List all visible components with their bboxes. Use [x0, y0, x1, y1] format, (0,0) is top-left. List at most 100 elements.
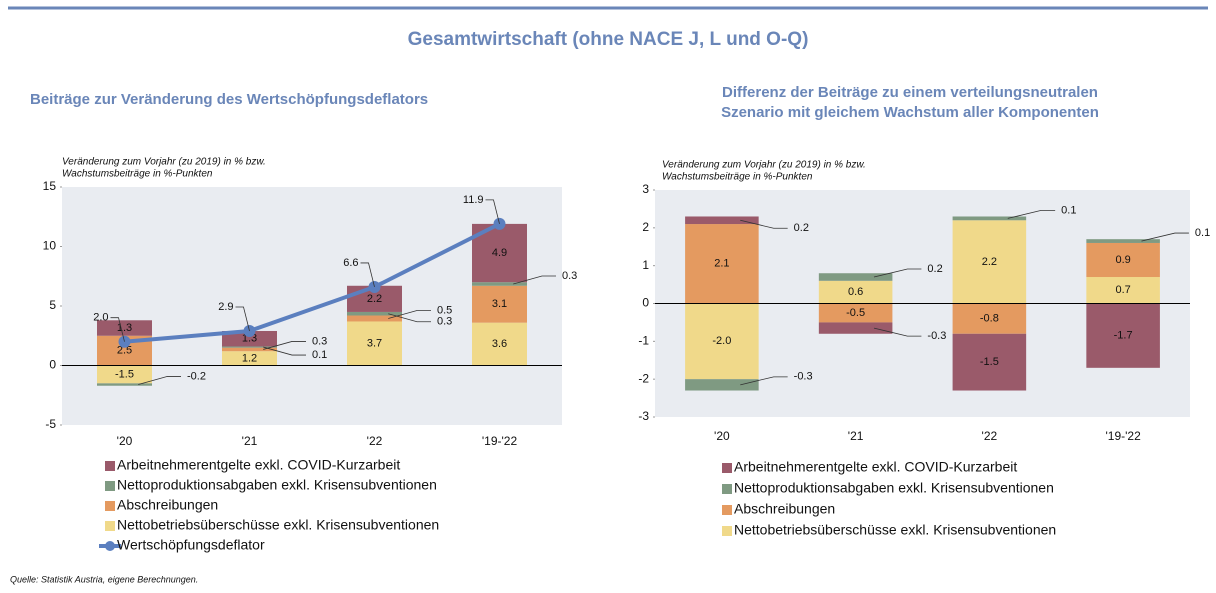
y-tick-label: -1: [638, 334, 649, 348]
bar-segment: [685, 224, 759, 304]
data-label: -0.3: [927, 330, 946, 342]
bar-segment: [222, 351, 277, 366]
bar-segment: [1086, 242, 1160, 278]
leader-line: [110, 317, 125, 342]
data-label: -2.0: [712, 335, 731, 347]
data-label: 1.2: [242, 352, 257, 364]
leader-line: [740, 376, 788, 386]
leader-line: [235, 306, 250, 332]
y-tick-label: 0: [642, 296, 649, 310]
leader-line: [1007, 209, 1056, 219]
legend-label: Nettobetriebsüberschüsse exkl. Krisensub…: [117, 517, 439, 533]
data-label: 0.2: [927, 263, 942, 275]
bar-segment: [952, 220, 1027, 304]
legend-swatch: [722, 526, 732, 536]
y-tick-label: 1: [642, 258, 649, 272]
y-tick-label: 10: [43, 239, 57, 253]
bar-segment: [97, 320, 152, 336]
data-label: -1.5: [980, 356, 999, 368]
bar-segment: [222, 346, 277, 348]
legend-swatch: [105, 481, 115, 491]
x-tick-label: '20: [714, 429, 730, 443]
data-label: -1.5: [115, 368, 134, 380]
y-tick-label: -5: [45, 417, 56, 431]
chart-subtitle: Differenz der Beiträge zu einem verteilu…: [722, 84, 1098, 101]
data-label: 11.9: [463, 194, 484, 206]
leader-line: [388, 310, 431, 319]
x-tick-label: '19-'22: [1105, 429, 1141, 443]
y-tick-label: 3: [642, 182, 649, 196]
data-label: 0.3: [437, 316, 452, 328]
leader-line: [513, 275, 556, 285]
data-label: 2.5: [117, 345, 132, 357]
source: Quelle: Statistik Austria, eigene Berech…: [10, 574, 198, 584]
data-label: 1.3: [242, 333, 257, 345]
legend-swatch: [105, 541, 115, 551]
y-axis-label: Veränderung zum Vorjahr (zu 2019) in % b…: [662, 160, 866, 171]
y-tick-label: -3: [638, 409, 649, 423]
data-label: 0.3: [312, 335, 327, 347]
data-label: 0.1: [312, 349, 327, 361]
chart-subtitle: Beiträge zur Veränderung des Wertschöpfu…: [30, 91, 428, 108]
bar-segment: [685, 303, 759, 380]
data-label: -0.3: [794, 371, 813, 383]
leader-line: [263, 346, 306, 356]
data-label: 2.1: [714, 258, 729, 270]
legend-swatch: [722, 505, 732, 515]
bar-segment: [347, 315, 402, 322]
bar-segment: [472, 285, 527, 323]
legend-swatch: [105, 521, 115, 531]
data-label: 4.9: [492, 247, 507, 259]
leader-line: [485, 199, 500, 224]
bar-segment: [472, 282, 527, 286]
data-label: 2.9: [218, 301, 233, 313]
legend-swatch: [722, 463, 732, 473]
bar-segment: [952, 216, 1027, 221]
legend-label: Wertschöpfungsdeflator: [117, 537, 265, 553]
leader-line: [873, 327, 922, 337]
y-axis-label: Wachstumsbeiträge in %-Punkten: [62, 169, 213, 180]
data-label: 2.2: [367, 293, 382, 305]
x-tick-label: '22: [982, 429, 998, 443]
leader-line: [740, 219, 788, 229]
data-label: 0.1: [1061, 204, 1076, 216]
x-tick-label: '19-'22: [482, 434, 518, 448]
data-label: 0.1: [1195, 227, 1210, 239]
data-label: -0.5: [846, 307, 865, 319]
x-tick-label: '20: [117, 434, 133, 448]
bar-segment: [818, 280, 893, 304]
bar-segment: [97, 365, 152, 384]
y-tick-label: 2: [642, 220, 649, 234]
leader-line: [360, 262, 375, 288]
chart-subtitle: Szenario mit gleichem Wachstum aller Kom…: [721, 104, 1099, 121]
y-axis-label: Wachstumsbeiträge in %-Punkten: [662, 172, 813, 183]
data-label: 0.7: [1115, 284, 1130, 296]
bar-segment: [1086, 239, 1160, 243]
data-label: 2.2: [982, 256, 997, 268]
y-tick-label: 5: [49, 298, 56, 312]
bar-segment: [222, 330, 277, 347]
legend-swatch: [105, 501, 115, 511]
leader-line: [1141, 232, 1189, 242]
page-title: Gesamtwirtschaft (ohne NACE J, L und O-Q…: [408, 29, 809, 50]
line-series: [124, 222, 501, 344]
leader-line: [138, 376, 181, 385]
bar-segment: [97, 383, 152, 386]
bar-segment: [818, 273, 893, 281]
y-axis-label: Veränderung zum Vorjahr (zu 2019) in % b…: [62, 157, 266, 168]
bar-segment: [952, 303, 1027, 334]
x-tick-label: '21: [848, 429, 864, 443]
data-label: 3.7: [367, 337, 382, 349]
legend-swatch: [722, 484, 732, 494]
legend-label: Nettoproduktionsabgaben exkl. Krisensubv…: [734, 480, 1054, 496]
x-tick-label: '21: [242, 434, 258, 448]
legend-label: Abschreibungen: [734, 501, 835, 517]
leader-line: [263, 341, 306, 350]
data-label: 0.9: [1115, 254, 1130, 266]
data-label: -1.7: [1114, 330, 1133, 342]
bar-segment: [818, 322, 893, 334]
bar-segment: [222, 347, 277, 352]
bar-segment: [952, 333, 1027, 391]
bar-segment: [685, 216, 759, 225]
